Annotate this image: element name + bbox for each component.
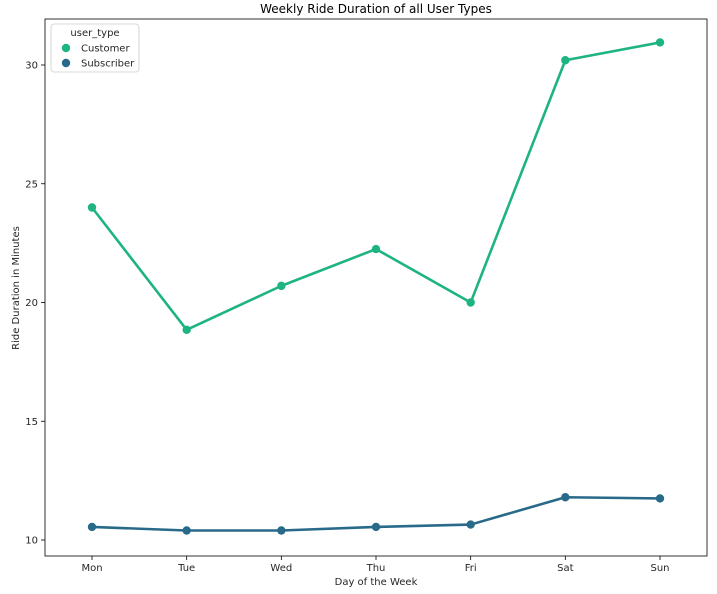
subscriber-data-point (277, 526, 286, 535)
y-tick-label: 20 (25, 298, 38, 309)
subscriber-data-point (182, 526, 191, 535)
legend-items: Customer Subscriber (61, 43, 135, 70)
customer-data-point (466, 298, 475, 307)
x-axis: Mon Tue Wed Thu Fri Sat Sun (81, 556, 670, 574)
subscriber-data-point (371, 522, 381, 532)
legend-box (50, 23, 140, 73)
y-tick-label: 30 (25, 61, 38, 72)
x-tick-label: Thu (366, 563, 386, 574)
y-tick-label: 25 (25, 179, 38, 190)
legend-marker-customer (61, 43, 71, 53)
customer-data-point (87, 203, 97, 212)
subscriber-data-point (561, 493, 570, 502)
y-tick-label: 15 (25, 417, 38, 428)
legend-marker-subscriber (61, 58, 71, 68)
y-axis-title: Ride Duration in Minutes (11, 226, 22, 350)
x-tick-label: Fri (465, 563, 477, 574)
series-layer (87, 38, 665, 535)
plot-area-frame (44, 18, 708, 557)
subscriber-data-point (466, 520, 475, 529)
y-axis: 10 15 20 25 30 (25, 61, 45, 547)
legend[interactable]: user_type Customer Subscriber (50, 23, 140, 73)
customer-data-point (561, 56, 570, 65)
subscriber-data-point (655, 494, 665, 503)
chart-title: Weekly Ride Duration of all User Types (260, 2, 492, 16)
legend-label-subscriber: Subscriber (81, 59, 135, 70)
legend-title: user_type (70, 28, 119, 39)
legend-label-customer: Customer (81, 44, 130, 55)
x-tick-label: Sun (650, 563, 669, 574)
x-tick-label: Sat (557, 563, 573, 574)
x-tick-label: Mon (81, 563, 102, 574)
x-tick-label: Wed (270, 563, 292, 574)
customer-data-point (277, 281, 286, 291)
customer-data-point (371, 244, 381, 254)
customer-data-point (655, 38, 665, 47)
x-axis-title: Day of the Week (335, 577, 418, 588)
subscriber-data-point (87, 522, 97, 532)
customer-data-point (182, 325, 191, 335)
y-tick-label: 10 (25, 536, 38, 547)
customer-series-line (90, 41, 662, 332)
x-tick-label: Tue (177, 563, 195, 574)
